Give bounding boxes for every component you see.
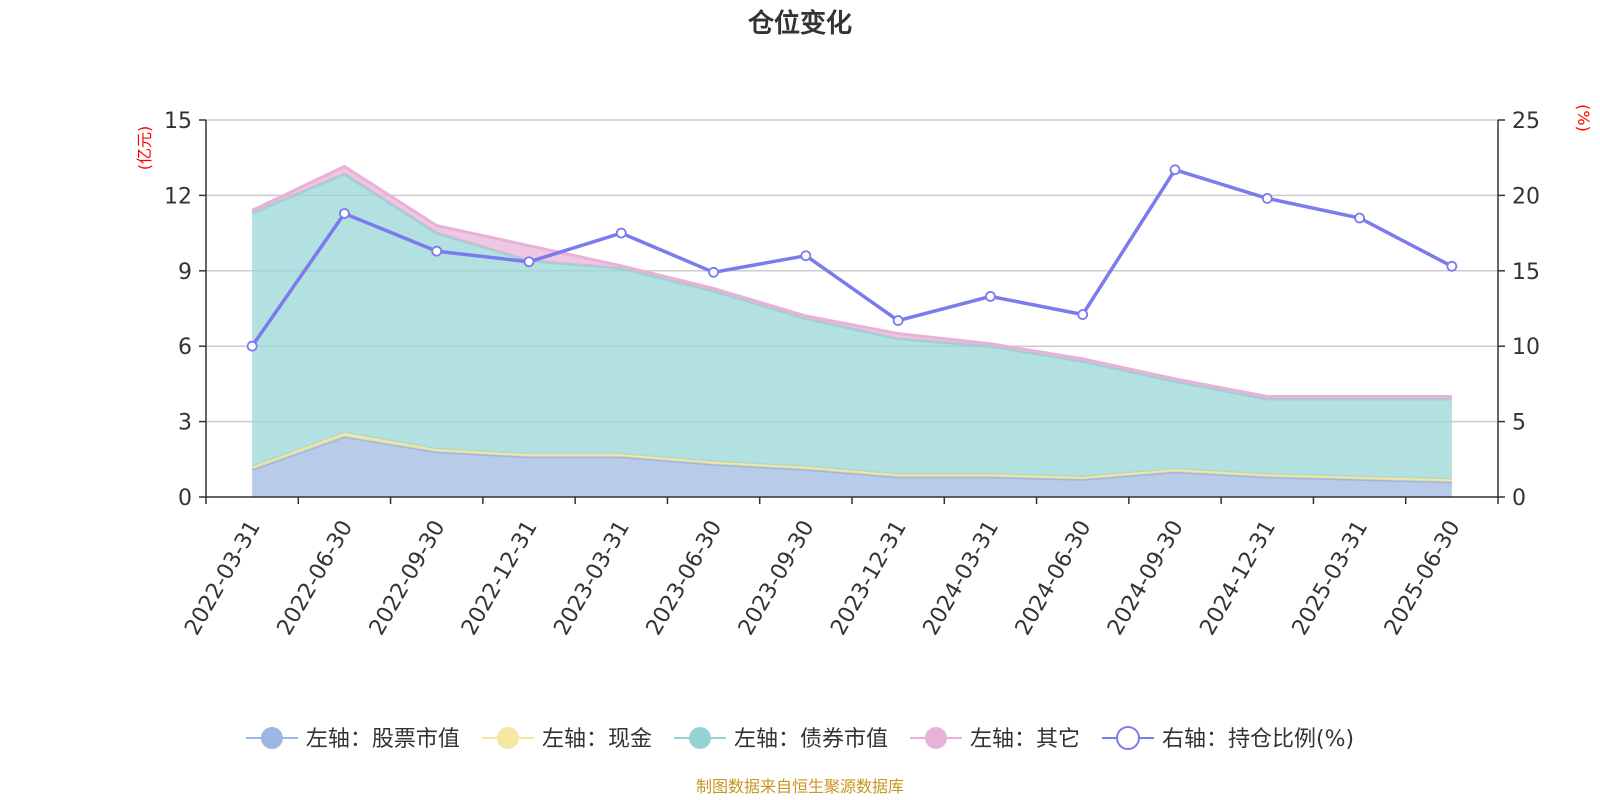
legend-label-1: 左轴：现金 <box>542 727 652 752</box>
legend-marker-icon-0 <box>260 727 283 749</box>
x-tick-label-3: 2022-12-31 <box>457 516 543 639</box>
legend-label-0: 左轴：股票市值 <box>306 727 460 752</box>
legend-item-4[interactable]: 右轴：持仓比例(%) <box>1101 726 1354 752</box>
legend-item-3[interactable]: 左轴：其它 <box>909 727 1080 752</box>
x-tick-label-1: 2022-06-30 <box>273 516 359 639</box>
ratio-point-12 <box>1354 212 1365 224</box>
legend-item-0[interactable]: 左轴：股票市值 <box>245 727 460 752</box>
x-tick-label-5: 2023-06-30 <box>642 516 728 639</box>
legend-marker-icon-4 <box>1115 726 1140 750</box>
legend-marker-icon-2 <box>688 727 711 749</box>
left-tick-label-4: 12 <box>164 184 192 209</box>
area-series-2 <box>252 174 1452 480</box>
legend-marker-icon-1 <box>496 727 519 749</box>
area-series-0 <box>252 436 1452 497</box>
right-axis-unit: (%) <box>1574 104 1593 132</box>
x-tick-label-0: 2022-03-31 <box>180 516 266 639</box>
ratio-point-10 <box>1169 164 1181 176</box>
ratio-point-11 <box>1261 193 1273 204</box>
right-tick-label-1: 5 <box>1512 411 1526 436</box>
source-note: 制图数据来自恒生聚源数据库 <box>696 777 904 796</box>
x-tick-label-10: 2024-09-30 <box>1103 516 1189 639</box>
stacked-areas <box>251 164 1452 497</box>
x-tick-label-12: 2025-03-31 <box>1288 516 1374 639</box>
chart-title: 仓位变化 <box>747 8 852 39</box>
left-tick-label-2: 6 <box>178 335 192 360</box>
right-tick-label-2: 10 <box>1512 335 1540 360</box>
ratio-point-0 <box>246 340 258 352</box>
ratio-point-8 <box>985 291 996 302</box>
ratio-point-3 <box>523 256 535 268</box>
ratio-point-6 <box>800 250 812 262</box>
x-tick-label-8: 2024-03-31 <box>919 516 1005 639</box>
x-tick-label-4: 2023-03-31 <box>549 516 635 639</box>
x-tick-label-6: 2023-09-30 <box>734 516 820 639</box>
holding-ratio-line <box>246 164 1458 352</box>
x-tick-label-11: 2024-12-31 <box>1195 516 1281 639</box>
legend[interactable]: 左轴：股票市值 左轴：现金 左轴：债券市值 左轴：其它 右轴：持仓比例(%) <box>245 726 1354 752</box>
ratio-point-4 <box>615 227 627 239</box>
right-tick-label-5: 25 <box>1512 109 1540 134</box>
ratio-point-9 <box>1077 309 1089 320</box>
ratio-point-13 <box>1446 260 1458 272</box>
left-tick-label-1: 3 <box>178 411 192 436</box>
legend-label-3: 左轴：其它 <box>970 727 1080 752</box>
x-tick-label-2: 2022-09-30 <box>365 516 451 639</box>
ratio-point-5 <box>708 266 719 278</box>
right-tick-label-0: 0 <box>1512 486 1526 511</box>
right-tick-label-3: 15 <box>1512 260 1540 285</box>
x-tick-label-7: 2023-12-31 <box>826 516 912 639</box>
ratio-point-2 <box>431 245 443 257</box>
left-tick-label-5: 15 <box>164 109 192 134</box>
area-series-3 <box>252 166 1452 399</box>
ratio-line-path <box>250 167 1453 348</box>
legend-label-2: 左轴：债券市值 <box>734 727 888 752</box>
legend-item-1[interactable]: 左轴：现金 <box>481 727 652 752</box>
area-edge-3 <box>251 164 1452 398</box>
left-tick-label-0: 0 <box>178 486 192 511</box>
right-tick-label-4: 20 <box>1512 184 1540 209</box>
x-tick-label-13: 2025-06-30 <box>1380 516 1466 639</box>
left-axis-unit: (亿元) <box>135 126 154 171</box>
ratio-point-1 <box>339 208 350 219</box>
legend-label-4: 右轴：持仓比例(%) <box>1162 727 1354 752</box>
left-tick-label-3: 9 <box>178 260 192 285</box>
ratio-point-7 <box>892 315 904 326</box>
x-tick-label-9: 2024-06-30 <box>1011 516 1097 639</box>
legend-item-2[interactable]: 左轴：债券市值 <box>673 727 888 752</box>
legend-marker-icon-3 <box>924 727 947 749</box>
